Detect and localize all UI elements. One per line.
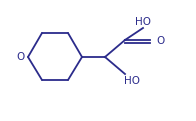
Text: O: O (17, 52, 25, 62)
Text: HO: HO (124, 76, 140, 86)
Text: O: O (156, 36, 164, 46)
Text: HO: HO (135, 17, 151, 27)
